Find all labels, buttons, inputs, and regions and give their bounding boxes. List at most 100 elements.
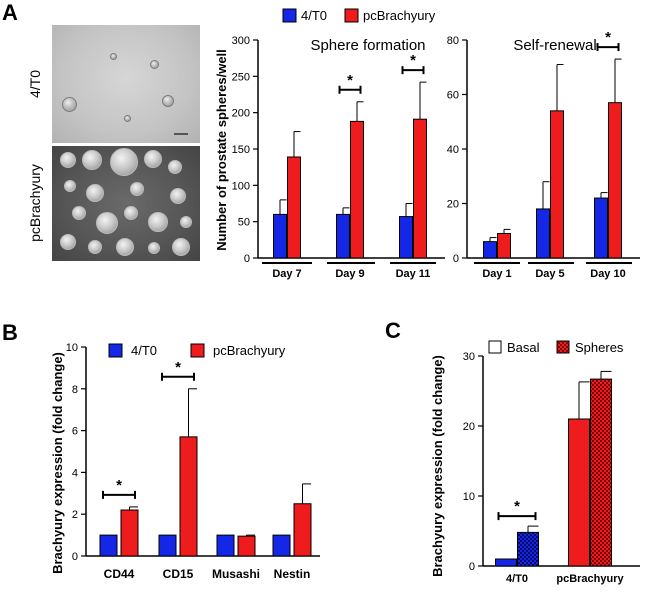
category-label: Day 11: [396, 268, 431, 280]
y-tick-label: 200: [232, 108, 250, 120]
y-tick-label: 20: [463, 421, 475, 433]
bar-4-t0-day-1: [483, 241, 497, 259]
micrograph-4t0: [52, 25, 200, 143]
bar-pcbrachyury-cd44: [120, 509, 139, 557]
bar-pcbrachyury-day-11: [413, 118, 427, 259]
significance-star: *: [410, 52, 416, 69]
sphere-cell: [60, 234, 76, 250]
micrograph-pcbrachyury: [52, 146, 200, 261]
sphere-cell: [60, 152, 76, 168]
bar-4-t0-cd15: [158, 534, 177, 557]
bar-pcbrachyury-day-5: [550, 110, 564, 259]
legend-swatch-pcbrachyury: [190, 343, 205, 358]
panel-letter-b: B: [2, 320, 18, 345]
chart-title: Self-renewal: [513, 37, 596, 54]
chart-markers: 0 2 4 6 8 10 CD44 * CD15 * Musashi Nestin: [66, 342, 320, 581]
y-tick-label: 20: [447, 199, 459, 211]
legend-label-basal: Basal: [507, 340, 540, 355]
significance-star: *: [605, 29, 611, 46]
sphere-cell: [148, 242, 160, 254]
legend-swatch-pcbrachyury: [344, 8, 359, 23]
category-label: Day 7: [272, 268, 301, 280]
legend-b: 4/T0 pcBrachyury: [108, 343, 286, 358]
category-label: Nestin: [274, 567, 311, 581]
ylabel-a: Number of prostate spheres/well: [214, 49, 229, 251]
bar-pcbrachyury-day-7: [287, 156, 301, 259]
sphere-cell: [124, 206, 138, 220]
bar-pcbrachyury-day-1: [497, 232, 511, 259]
sphere-cell: [96, 212, 118, 234]
bar-basal-pcbrachyury: [568, 418, 590, 567]
bar-4-t0-nestin: [272, 534, 291, 557]
legend-swatch-spheres: [556, 340, 570, 354]
y-tick-label: 250: [232, 71, 250, 83]
image-label-4t0: 4/T0: [27, 70, 43, 98]
sphere-cell: [88, 240, 102, 254]
sphere-cell: [62, 97, 77, 112]
y-tick-label: 2: [72, 509, 78, 521]
category-label: CD15: [163, 567, 194, 581]
sphere-cell: [144, 150, 162, 168]
bar-4-t0-cd44: [99, 534, 118, 557]
bar-spheres-pcbrachyury: [590, 378, 612, 567]
bar-basal-4-t0: [495, 558, 517, 567]
y-tick-label: 8: [72, 384, 78, 396]
category-label: CD44: [104, 567, 135, 581]
bar-pcbrachyury-nestin: [293, 503, 312, 557]
sphere-cell: [124, 115, 131, 122]
y-tick-label: 100: [232, 180, 250, 192]
scale-bar: [174, 133, 188, 135]
legend-swatch-4t0: [282, 8, 297, 23]
category-label: pcBrachyury: [556, 573, 624, 585]
significance-star: *: [175, 359, 181, 376]
y-tick-label: 30: [463, 351, 475, 363]
image-label-pcbrachyury: pcBrachyury: [27, 164, 43, 242]
legend-a: 4/T0 pcBrachyury: [282, 8, 436, 23]
significance-star: *: [514, 498, 520, 515]
y-tick-label: 150: [232, 144, 250, 156]
category-label: Day 9: [335, 268, 364, 280]
legend-c: Basal Spheres: [488, 340, 624, 355]
y-tick-label: 10: [463, 491, 475, 503]
sphere-cell: [148, 212, 168, 232]
y-tick-label: 40: [447, 144, 459, 156]
category-label: Musashi: [212, 567, 260, 581]
bar-pcbrachyury-day-9: [350, 120, 364, 259]
sphere-cell: [86, 184, 104, 202]
legend-label-pcbrachyury: pcBrachyury: [213, 343, 286, 358]
legend-label-spheres: Spheres: [575, 340, 624, 355]
legend-label-4t0: 4/T0: [131, 343, 157, 358]
sphere-cell: [82, 150, 102, 170]
significance-star: *: [116, 477, 122, 494]
y-tick-label: 6: [72, 426, 78, 438]
ylabel-b: Brachyury expression (fold change): [50, 352, 65, 574]
bar-4-t0-day-9: [336, 213, 350, 259]
panel-letter-a: A: [2, 0, 18, 25]
chart-title: Sphere formation: [310, 37, 425, 54]
y-tick-label: 60: [447, 90, 459, 102]
sphere-cell: [64, 180, 76, 192]
sphere-cell: [116, 238, 134, 256]
sphere-cell: [72, 206, 86, 220]
bar-4-t0-day-10: [594, 197, 608, 259]
y-tick-label: 4: [72, 467, 78, 479]
bar-pcbrachyury-cd15: [179, 436, 198, 557]
panel-letter-c: C: [385, 318, 401, 343]
category-label: 4/T0: [506, 573, 528, 585]
legend-swatch-4t0: [108, 343, 123, 358]
legend-label-pcbrachyury: pcBrachyury: [363, 8, 436, 23]
bar-4-t0-musashi: [216, 534, 235, 557]
chart-renew: 0 20 40 60 80 Self-renewal Day 1 Day 5 Day 10 *: [447, 29, 640, 280]
sphere-cell: [172, 238, 190, 256]
bar-spheres-4-t0: [517, 531, 539, 567]
sphere-cell: [110, 53, 117, 60]
y-tick-label: 10: [66, 342, 78, 354]
significance-star: *: [347, 72, 353, 89]
y-tick-label: 300: [232, 35, 250, 47]
bar-4-t0-day-11: [399, 216, 413, 259]
chart-sphere: 0 50 100 150 200 250 300 Sphere formation Day 7 D…: [232, 35, 445, 280]
sphere-cell: [170, 188, 186, 204]
ylabel-c: Brachyury expression (fold change): [430, 355, 445, 577]
bar-pcbrachyury-day-10: [608, 102, 622, 259]
sphere-cell: [130, 182, 144, 196]
